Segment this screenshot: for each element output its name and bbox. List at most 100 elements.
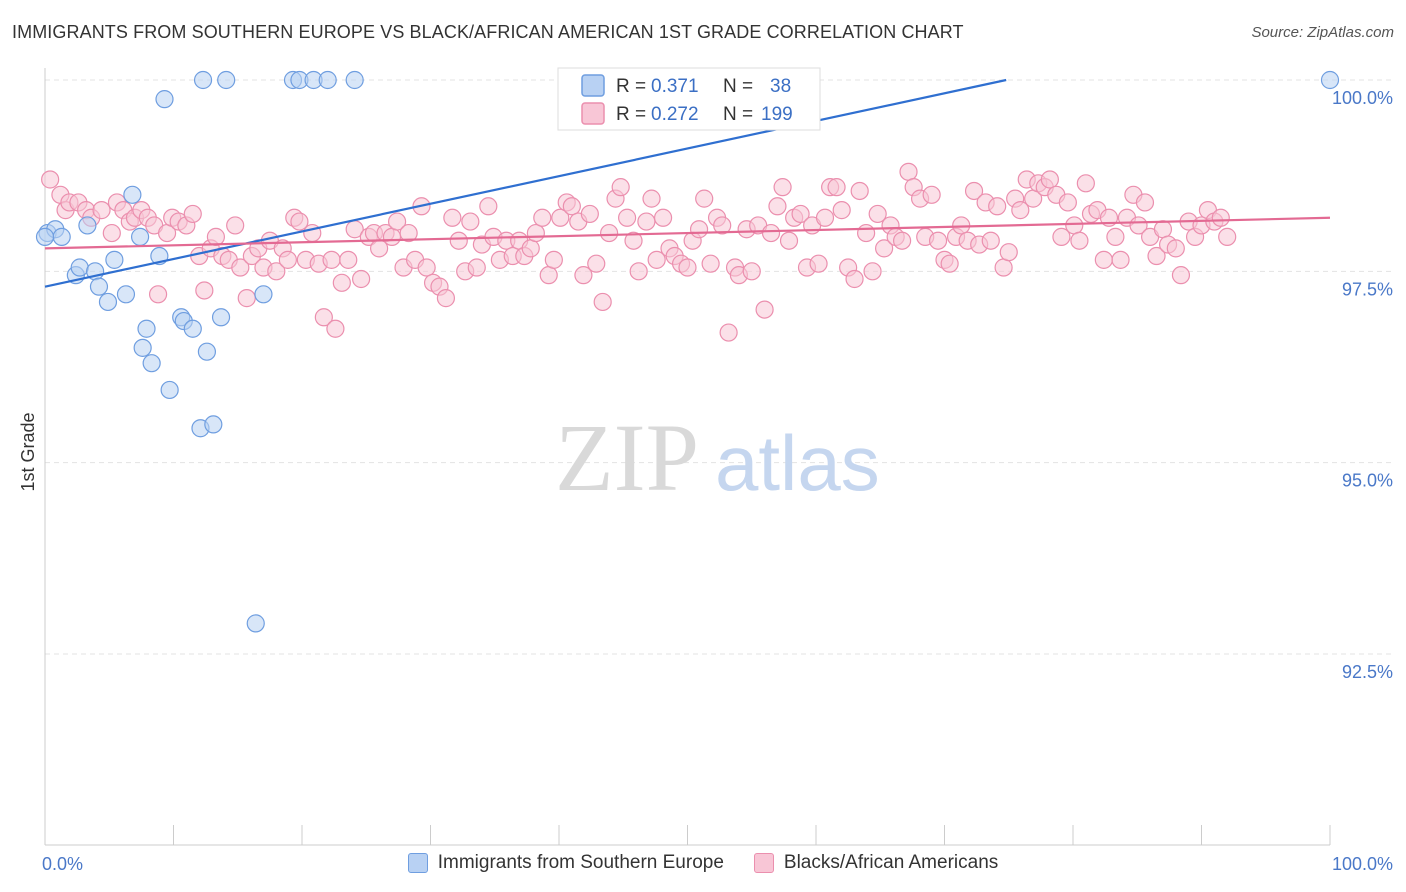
data-point — [827, 178, 846, 197]
data-point — [742, 262, 761, 281]
data-point — [399, 223, 418, 243]
data-point — [322, 250, 341, 269]
data-point — [193, 70, 213, 90]
bottom-legend: Immigrants from Southern Europe Blacks/A… — [0, 852, 1406, 874]
bottom-legend-swatch-blue — [407, 853, 428, 873]
data-point — [41, 170, 60, 189]
tick-labels: 92.5% 95.0% 97.5% 100.0% 0.0% 100.0% — [42, 88, 1393, 874]
data-point — [211, 308, 231, 327]
data-point — [326, 319, 345, 338]
data-point — [857, 223, 876, 243]
data-point — [863, 262, 882, 281]
data-point — [352, 269, 371, 289]
y-tick-label: 95.0% — [1342, 471, 1393, 491]
data-point — [940, 254, 959, 273]
data-point — [1147, 246, 1166, 266]
bottom-legend-item-blacks[interactable]: Blacks/African Americans — [753, 852, 998, 874]
data-point — [988, 197, 1007, 216]
data-point — [1040, 170, 1059, 189]
data-points — [35, 70, 1340, 633]
data-point — [387, 212, 407, 231]
data-point — [533, 208, 552, 227]
watermark-zip: ZIP — [555, 404, 699, 511]
data-point — [618, 208, 637, 227]
data-point — [237, 289, 256, 308]
data-point — [580, 204, 599, 224]
data-point — [417, 258, 436, 277]
data-point — [845, 269, 864, 289]
data-point — [593, 292, 612, 312]
bottom-legend-label-immigrants: Immigrants from Southern Europe — [437, 852, 724, 873]
data-point — [562, 197, 581, 216]
data-point — [642, 189, 661, 208]
data-point — [875, 239, 894, 258]
data-point — [964, 181, 984, 201]
x-tick-label-min: 0.0% — [42, 854, 83, 874]
y-tick-label: 100.0% — [1332, 88, 1393, 108]
legend-swatch-pink — [581, 102, 605, 125]
data-point — [544, 250, 563, 269]
legend-n-label-2: N = — [723, 104, 753, 125]
data-point — [197, 342, 217, 361]
trend-lines — [44, 78, 1331, 288]
data-point — [695, 189, 714, 208]
legend-n-value-1: 38 — [770, 76, 791, 97]
data-point — [768, 197, 787, 216]
data-point — [267, 262, 286, 281]
legend-r-label-1: R = — [616, 76, 646, 97]
y-tick-label: 97.5% — [1342, 279, 1393, 299]
data-point — [339, 250, 358, 269]
data-point — [314, 308, 333, 327]
data-point — [1076, 174, 1095, 193]
data-point — [719, 323, 738, 342]
data-point — [899, 162, 918, 181]
data-point — [204, 415, 223, 434]
trend-line — [44, 78, 1007, 288]
data-point — [226, 216, 245, 235]
data-point — [1065, 216, 1084, 235]
data-point — [345, 70, 364, 90]
data-point — [206, 227, 226, 246]
data-point — [98, 292, 118, 312]
data-point — [922, 185, 941, 204]
data-point — [809, 254, 828, 273]
bottom-legend-swatch-pink — [753, 853, 774, 873]
data-point — [892, 231, 912, 250]
data-point — [755, 300, 774, 319]
data-point — [850, 181, 869, 201]
data-point — [35, 227, 55, 246]
trend-line — [44, 216, 1331, 250]
data-point — [246, 614, 265, 633]
legend-r-label-2: R = — [616, 104, 646, 125]
data-point — [278, 250, 297, 269]
data-point — [155, 90, 174, 109]
y-tick-label: 92.5% — [1342, 662, 1393, 682]
data-point — [832, 201, 851, 220]
data-point — [231, 258, 250, 277]
watermark: ZIP atlas — [555, 404, 880, 511]
data-point — [624, 231, 643, 250]
legend-n-label-1: N = — [723, 76, 753, 97]
data-point — [133, 338, 152, 357]
data-point — [689, 220, 709, 239]
data-point — [105, 250, 124, 269]
data-point — [332, 273, 351, 292]
bottom-legend-item-immigrants[interactable]: Immigrants from Southern Europe — [407, 852, 724, 874]
data-point — [713, 216, 732, 235]
data-point — [1011, 201, 1030, 220]
data-point — [611, 178, 630, 197]
gridlines — [45, 79, 1395, 655]
data-point — [1211, 208, 1230, 227]
data-point — [678, 258, 697, 277]
legend-n-value-2: 199 — [761, 104, 793, 125]
data-point — [1106, 227, 1125, 246]
data-point — [1052, 227, 1071, 246]
data-point — [142, 354, 161, 373]
data-point — [160, 380, 179, 400]
data-point — [52, 227, 71, 246]
data-point — [868, 204, 887, 224]
data-point — [148, 285, 168, 304]
data-point — [629, 262, 648, 281]
data-point — [994, 258, 1013, 277]
data-point — [183, 319, 202, 338]
